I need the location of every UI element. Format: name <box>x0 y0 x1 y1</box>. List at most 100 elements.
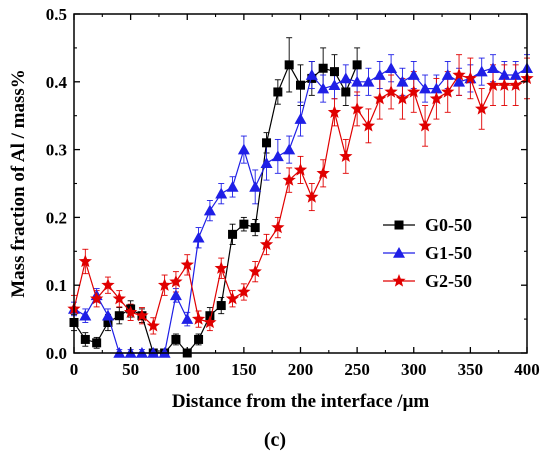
data-point-g2-50 <box>78 254 92 268</box>
data-point-g2-50 <box>282 173 296 186</box>
data-point-g0-50 <box>284 60 294 70</box>
data-point-g0-50 <box>329 67 339 77</box>
data-point-g2-50 <box>418 118 432 132</box>
data-point-g0-50 <box>194 334 204 344</box>
data-point-g1-50 <box>441 69 454 80</box>
x-tick-label: 150 <box>231 360 257 379</box>
data-point-g1-50 <box>79 309 92 321</box>
data-point-g1-50 <box>509 69 522 80</box>
series-line-g0-50 <box>73 63 358 354</box>
data-point-g2-50 <box>316 166 330 179</box>
data-point-g2-50 <box>123 305 138 318</box>
data-point-g0-50 <box>239 219 249 229</box>
x-tick-label: 50 <box>122 360 139 379</box>
x-tick-label: 350 <box>458 360 484 379</box>
legend: G0-50 G1-50 G2-50 <box>383 215 472 291</box>
data-point-g2-50 <box>135 308 149 322</box>
data-point-g1-50 <box>419 82 432 94</box>
data-point-g1-50 <box>407 69 420 80</box>
data-point-g2-50 <box>89 291 104 305</box>
data-point-g2-50 <box>248 264 262 278</box>
data-point-g2-50 <box>407 84 421 98</box>
y-axis-title: Mass fraction of Al / mass% <box>8 69 29 298</box>
data-point-g0-50 <box>341 87 351 97</box>
x-tick-label: 250 <box>344 360 370 379</box>
data-point-g1-50 <box>192 231 205 243</box>
x-tick-label: 0 <box>70 360 79 379</box>
data-point-g2-50 <box>271 220 285 234</box>
y-tick-label: 0.2 <box>46 208 67 227</box>
data-point-g1-50 <box>294 113 307 124</box>
data-point-g0-50 <box>92 338 102 348</box>
data-point-g2-50 <box>225 291 240 305</box>
data-point-g0-50 <box>352 60 362 70</box>
figure-caption: (c) <box>264 429 286 451</box>
data-point-g2-50 <box>146 318 160 332</box>
axis-tick-labels: 0 50 100 150 200 250 300 350 400 0.0 0.1 0.2 0.3 0.4 0… <box>46 5 540 379</box>
data-point-g2-50 <box>157 278 172 291</box>
data-point-g2-50 <box>203 315 217 329</box>
data-point-g1-50 <box>475 65 488 77</box>
data-point-g2-50 <box>395 91 410 105</box>
legend-marker-g1-50 <box>393 247 405 258</box>
data-point-g2-50 <box>101 278 115 291</box>
data-point-g0-50 <box>80 334 90 344</box>
data-point-g1-50 <box>487 62 500 74</box>
series-g0-50 <box>69 60 362 358</box>
data-point-g2-50 <box>169 274 183 288</box>
data-point-g1-50 <box>305 69 318 80</box>
data-point-g0-50 <box>318 63 328 73</box>
data-point-g1-50 <box>362 75 375 87</box>
data-point-g1-50 <box>430 82 443 94</box>
data-point-g2-50 <box>441 84 455 98</box>
data-point-g2-50 <box>384 84 398 98</box>
data-point-g0-50 <box>262 138 272 148</box>
x-tick-label: 200 <box>288 360 314 379</box>
data-point-g2-50 <box>214 261 228 274</box>
data-point-g1-50 <box>271 150 284 162</box>
data-point-g2-50 <box>339 149 353 163</box>
data-point-g2-50 <box>497 78 512 91</box>
data-point-g1-50 <box>453 75 466 87</box>
data-point-g0-50 <box>228 229 238 239</box>
data-point-g2-50 <box>361 118 376 132</box>
x-axis-title: Distance from the interface /μm <box>172 391 430 412</box>
data-point-g2-50 <box>475 101 489 115</box>
data-point-g2-50 <box>452 68 466 81</box>
data-point-g2-50 <box>350 101 364 115</box>
data-point-g2-50 <box>373 91 387 105</box>
x-tick-label: 400 <box>514 360 540 379</box>
y-tick-label: 0.3 <box>46 141 67 160</box>
axis-ticks <box>73 13 528 354</box>
data-point-g1-50 <box>260 157 273 168</box>
data-point-g1-50 <box>339 72 352 84</box>
data-point-g0-50 <box>114 311 124 321</box>
data-point-g2-50 <box>305 190 319 203</box>
data-point-g1-50 <box>317 82 330 94</box>
data-point-g1-50 <box>283 143 296 155</box>
data-point-g1-50 <box>249 180 262 192</box>
y-tick-label: 0.4 <box>46 73 68 92</box>
data-point-g1-50 <box>169 289 182 301</box>
data-point-g0-50 <box>273 87 283 97</box>
data-point-g1-50 <box>351 75 364 87</box>
data-point-g2-50 <box>463 71 478 85</box>
data-point-g0-50 <box>216 301 226 311</box>
data-point-g0-50 <box>171 334 181 344</box>
data-point-g1-50 <box>181 313 194 324</box>
data-point-g2-50 <box>180 257 194 271</box>
data-point-g1-50 <box>373 69 386 80</box>
data-point-g2-50 <box>486 78 500 91</box>
data-point-g1-50 <box>226 180 239 192</box>
data-point-g0-50 <box>103 317 113 327</box>
data-point-g1-50 <box>396 75 409 87</box>
data-point-g2-50 <box>259 237 274 251</box>
data-point-g2-50 <box>429 91 444 105</box>
legend-label-g2-50: G2-50 <box>425 271 472 291</box>
data-point-g2-50 <box>327 105 342 118</box>
y-tick-label: 0.1 <box>46 276 67 295</box>
data-point-g1-50 <box>328 79 341 90</box>
series-layer <box>67 60 534 358</box>
data-point-g1-50 <box>237 143 250 155</box>
legend-label-g0-50: G0-50 <box>425 215 472 235</box>
